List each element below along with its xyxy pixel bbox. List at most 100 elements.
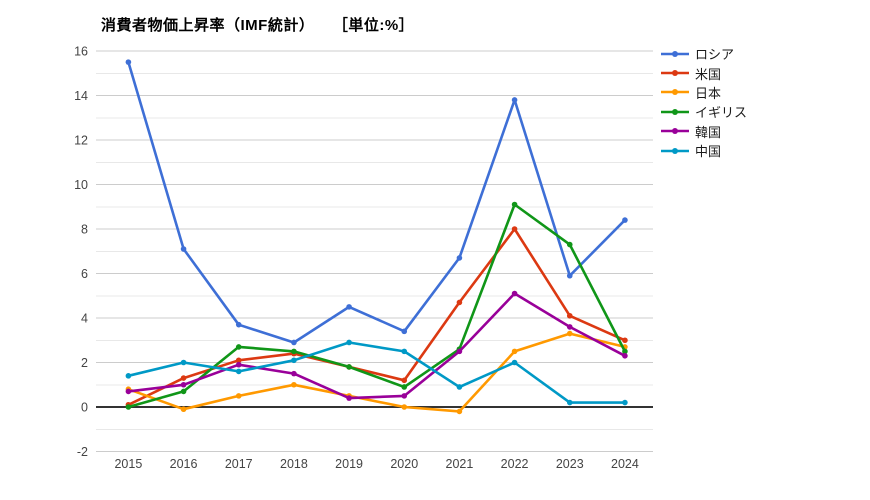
data-point[interactable] (622, 337, 628, 344)
data-point[interactable] (456, 384, 463, 390)
chart-unit-label: ［単位:%］ (340, 17, 415, 34)
data-point[interactable] (566, 272, 573, 279)
legend-label: 米国 (695, 66, 722, 82)
legend-swatch-icon (661, 70, 689, 77)
y-tick-label: 0 (81, 401, 88, 415)
data-point[interactable] (456, 348, 463, 355)
data-point[interactable] (180, 406, 187, 413)
data-point[interactable] (401, 393, 408, 399)
y-tick-label: 6 (81, 267, 88, 281)
data-point[interactable] (456, 408, 463, 415)
legend-item-3[interactable]: イギリス (660, 102, 747, 121)
data-point[interactable] (125, 388, 132, 395)
y-tick-label: 10 (74, 178, 88, 192)
data-point[interactable] (291, 339, 297, 346)
series-line-3[interactable] (127, 203, 627, 409)
data-point[interactable] (622, 217, 628, 223)
data-point[interactable] (401, 384, 408, 390)
legend-label: イギリス (695, 105, 748, 121)
data-point[interactable] (235, 361, 242, 368)
x-tick-label: 2019 (335, 457, 363, 471)
data-point[interactable] (566, 399, 573, 406)
data-point[interactable] (622, 353, 628, 359)
series-line-5[interactable] (127, 341, 627, 404)
data-point[interactable] (401, 377, 408, 384)
data-point[interactable] (291, 370, 297, 377)
x-tick-label: 2023 (556, 457, 584, 471)
y-tick-label: -2 (77, 445, 88, 459)
legend-swatch-icon (661, 50, 689, 57)
data-point[interactable] (125, 404, 132, 410)
legend-label: 日本 (695, 85, 722, 101)
data-point[interactable] (180, 359, 187, 366)
legend-item-5[interactable]: 中国 (660, 141, 747, 160)
series-line-2[interactable] (127, 332, 627, 413)
data-point[interactable] (346, 304, 352, 310)
data-point[interactable] (291, 348, 297, 355)
data-point[interactable] (511, 359, 518, 366)
data-point[interactable] (291, 381, 297, 388)
data-point[interactable] (180, 246, 187, 252)
data-point[interactable] (401, 404, 408, 410)
y-tick-label: 12 (74, 134, 88, 148)
y-tick-label: 14 (74, 89, 88, 103)
data-point[interactable] (511, 348, 518, 355)
legend-swatch-icon (661, 89, 689, 96)
data-point[interactable] (511, 226, 518, 232)
series-line-0[interactable] (127, 60, 627, 344)
y-tick-label: 8 (81, 223, 88, 237)
legend-swatch-icon (661, 128, 689, 135)
x-tick-label: 2022 (501, 457, 529, 471)
data-point[interactable] (511, 201, 518, 208)
x-tick-label: 2018 (280, 457, 308, 471)
data-point[interactable] (291, 357, 297, 364)
data-point[interactable] (346, 339, 352, 346)
legend-label: 中国 (695, 144, 722, 160)
data-point[interactable] (511, 97, 518, 103)
y-tick-label: 16 (74, 45, 88, 59)
data-point[interactable] (125, 59, 132, 65)
data-point[interactable] (180, 388, 187, 395)
data-point[interactable] (566, 330, 573, 337)
chart-title-text: 消費者物価上昇率（IMF統計） (101, 17, 315, 34)
data-point[interactable] (125, 373, 132, 379)
series-line-4[interactable] (127, 292, 627, 400)
y-tick-label: 2 (81, 356, 88, 370)
data-point[interactable] (456, 299, 463, 306)
data-point[interactable] (456, 255, 463, 261)
x-tick-label: 2021 (446, 457, 474, 471)
data-point[interactable] (566, 312, 573, 319)
x-tick-label: 2017 (225, 457, 253, 471)
data-point[interactable] (235, 344, 242, 350)
x-tick-label: 2016 (170, 457, 198, 471)
data-point[interactable] (180, 381, 187, 388)
data-point[interactable] (622, 399, 628, 406)
legend-item-4[interactable]: 韓国 (660, 122, 747, 141)
data-point[interactable] (346, 395, 352, 401)
legend-label: 韓国 (695, 124, 722, 140)
legend-item-1[interactable]: 米国 (660, 63, 747, 82)
data-point[interactable] (566, 241, 573, 248)
data-point[interactable] (180, 375, 187, 381)
x-tick-label: 2015 (114, 457, 142, 471)
legend-swatch-icon (661, 108, 689, 115)
data-point[interactable] (622, 348, 628, 355)
data-point[interactable] (346, 364, 352, 370)
legend-label: ロシア (695, 47, 735, 63)
x-tick-label: 2020 (390, 457, 418, 471)
data-point[interactable] (511, 290, 518, 297)
legend-item-0[interactable]: ロシア (660, 44, 747, 63)
data-point[interactable] (235, 321, 242, 328)
data-point[interactable] (566, 324, 573, 330)
legend-item-2[interactable]: 日本 (660, 83, 747, 102)
data-point[interactable] (235, 368, 242, 375)
data-point[interactable] (401, 328, 408, 335)
data-point[interactable] (235, 357, 242, 364)
data-point[interactable] (235, 393, 242, 399)
chart-title: 消費者物価上昇率（IMF統計） ［単位:%］ (101, 14, 414, 35)
x-tick-label: 2024 (611, 457, 639, 471)
legend-swatch-icon (661, 147, 689, 154)
data-point[interactable] (401, 348, 408, 355)
